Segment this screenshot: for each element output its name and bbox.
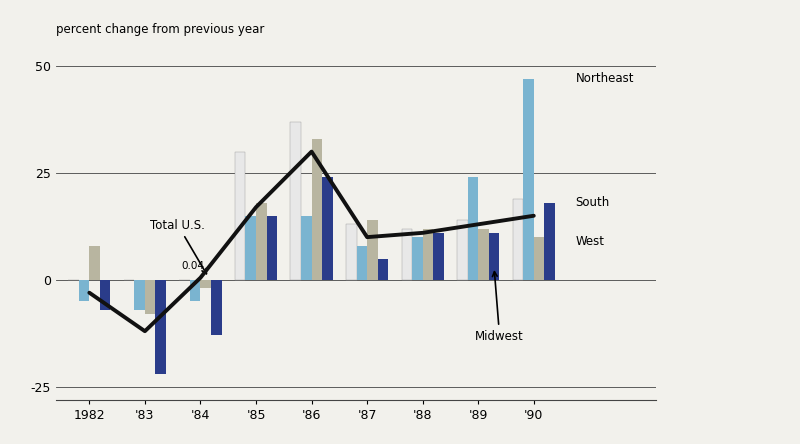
Bar	[235, 151, 246, 280]
Bar	[422, 229, 434, 280]
Bar	[134, 280, 145, 310]
Bar	[155, 280, 166, 374]
Bar	[457, 220, 468, 280]
Bar	[378, 258, 388, 280]
Bar	[246, 216, 256, 280]
Text: percent change from previous year: percent change from previous year	[56, 23, 264, 36]
Bar	[78, 280, 90, 301]
Bar	[412, 237, 422, 280]
Bar	[190, 280, 201, 301]
Text: Northeast: Northeast	[575, 72, 634, 85]
Bar	[434, 233, 444, 280]
Text: Total U.S.: Total U.S.	[150, 218, 206, 274]
Bar	[346, 224, 357, 280]
Text: South: South	[575, 196, 610, 210]
Bar	[489, 233, 499, 280]
Bar	[211, 280, 222, 336]
Bar	[322, 177, 333, 280]
Bar	[523, 79, 534, 280]
Bar	[468, 177, 478, 280]
Bar	[201, 280, 211, 289]
Bar	[544, 203, 555, 280]
Bar	[534, 237, 544, 280]
Bar	[357, 246, 367, 280]
Bar	[256, 203, 266, 280]
Bar	[311, 139, 322, 280]
Bar	[100, 280, 110, 310]
Bar	[478, 229, 489, 280]
Bar	[402, 229, 412, 280]
Bar	[301, 216, 311, 280]
Bar	[145, 280, 155, 314]
Text: Midwest: Midwest	[475, 272, 524, 343]
Text: 0.04: 0.04	[181, 261, 204, 271]
Bar	[513, 198, 523, 280]
Bar	[90, 246, 100, 280]
Bar	[266, 216, 277, 280]
Bar	[290, 122, 301, 280]
Text: West: West	[575, 235, 605, 248]
Bar	[367, 220, 378, 280]
